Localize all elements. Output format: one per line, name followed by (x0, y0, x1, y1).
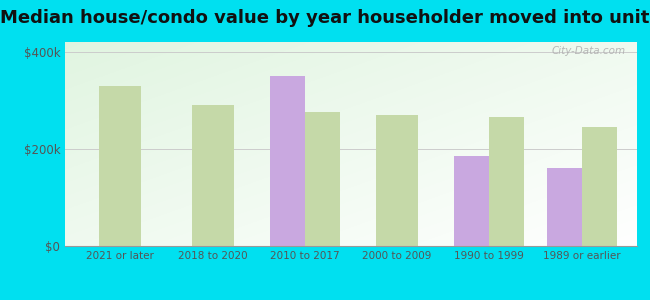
Bar (270, 76, 305, 246)
Text: Median house/condo value by year householder moved into unit: Median house/condo value by year househo… (0, 9, 650, 27)
Bar (547, 168, 582, 246)
Bar (99, 86, 142, 246)
Bar (489, 117, 525, 246)
Text: City-Data.com: City-Data.com (551, 46, 625, 56)
Bar (192, 105, 233, 246)
Bar (376, 115, 418, 246)
Bar (454, 156, 489, 246)
Bar (305, 112, 340, 246)
Bar (582, 127, 617, 246)
